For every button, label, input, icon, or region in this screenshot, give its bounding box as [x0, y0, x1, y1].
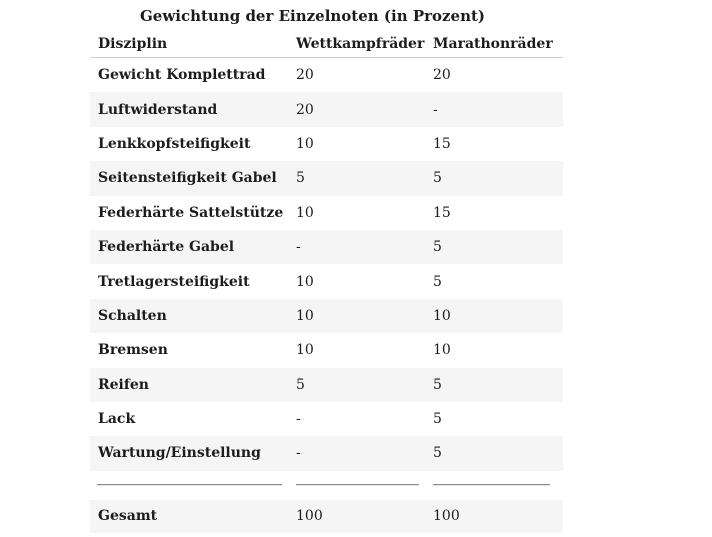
- wettkampf-value: 10: [296, 204, 314, 221]
- marathon-value: 5: [433, 273, 442, 290]
- table-row: Lack - 5: [90, 402, 563, 436]
- marathon-value: 5: [433, 445, 442, 462]
- wettkampf-value: -: [296, 445, 301, 462]
- weighting-table: Disziplin Wettkampfräder Marathonräder G…: [90, 31, 563, 533]
- table-row: Tretlagersteifigkeit 10 5: [90, 264, 563, 298]
- marathon-value: 15: [433, 204, 451, 221]
- table-row: Federhärte Gabel - 5: [90, 229, 563, 265]
- marathon-value: 10: [433, 342, 451, 359]
- total-marathon-value: 100: [433, 508, 460, 525]
- wettkampf-value: -: [296, 411, 301, 428]
- discipline-label: Lack: [98, 411, 136, 428]
- table-row: Federhärte Sattelstütze 10 15: [90, 196, 563, 230]
- marathon-value: 5: [433, 376, 442, 393]
- column-divider-line: [296, 484, 419, 487]
- table-row: Luftwiderstand 20 -: [90, 92, 563, 127]
- wettkampf-value: 20: [296, 101, 314, 118]
- table-row: Lenkkopfsteifigkeit 10 15: [90, 127, 563, 161]
- wettkampf-value: 20: [296, 67, 314, 84]
- wettkampf-value: 5: [296, 376, 305, 393]
- marathon-value: 5: [433, 170, 442, 187]
- total-label: Gesamt: [98, 508, 158, 525]
- marathon-value: -: [433, 101, 438, 118]
- marathon-value: 15: [433, 135, 451, 152]
- table-row: Gewicht Komplettrad 20 20: [90, 58, 563, 92]
- wettkampf-value: 10: [296, 307, 314, 324]
- wettkampf-value: 10: [296, 273, 314, 290]
- table-row: Wartung/Einstellung - 5: [90, 436, 563, 471]
- total-divider-row: [90, 470, 563, 500]
- discipline-label: Seitensteifigkeit Gabel: [98, 170, 277, 187]
- wettkampf-value: 10: [296, 342, 314, 359]
- wettkampf-value: 10: [296, 135, 314, 152]
- discipline-label: Gewicht Komplettrad: [98, 67, 266, 84]
- marathon-value: 5: [433, 239, 442, 256]
- column-header-marathonraeder: Marathonräder: [433, 36, 553, 52]
- discipline-label: Federhärte Sattelstütze: [98, 204, 284, 221]
- discipline-label: Luftwiderstand: [98, 101, 218, 118]
- discipline-label: Lenkkopfsteifigkeit: [98, 135, 251, 152]
- total-row: Gesamt 100 100: [90, 499, 563, 533]
- discipline-label: Schalten: [98, 307, 167, 324]
- discipline-label: Wartung/Einstellung: [98, 445, 261, 462]
- table-row: Reifen 5 5: [90, 367, 563, 402]
- discipline-label: Tretlagersteifigkeit: [98, 273, 250, 290]
- table-row: Schalten 10 10: [90, 298, 563, 334]
- column-header-disziplin: Disziplin: [98, 36, 168, 52]
- table-title: Gewichtung der Einzelnoten (in Prozent): [139, 7, 486, 25]
- column-header-wettkampfraeder: Wettkampfräder: [296, 36, 425, 52]
- discipline-label: Reifen: [98, 376, 149, 393]
- marathon-value: 5: [433, 411, 442, 428]
- total-wettkampf-value: 100: [296, 508, 323, 525]
- table-row: Bremsen 10 10: [90, 333, 563, 367]
- discipline-label: Bremsen: [98, 342, 168, 359]
- marathon-value: 20: [433, 67, 451, 84]
- wettkampf-value: -: [296, 239, 301, 256]
- marathon-value: 10: [433, 307, 451, 324]
- column-divider-line: [97, 484, 282, 487]
- wettkampf-value: 5: [296, 170, 305, 187]
- table-row: Seitensteifigkeit Gabel 5 5: [90, 161, 563, 196]
- column-divider-line: [433, 484, 550, 487]
- discipline-label: Federhärte Gabel: [98, 239, 235, 256]
- table-header-row: Disziplin Wettkampfräder Marathonräder: [90, 31, 563, 58]
